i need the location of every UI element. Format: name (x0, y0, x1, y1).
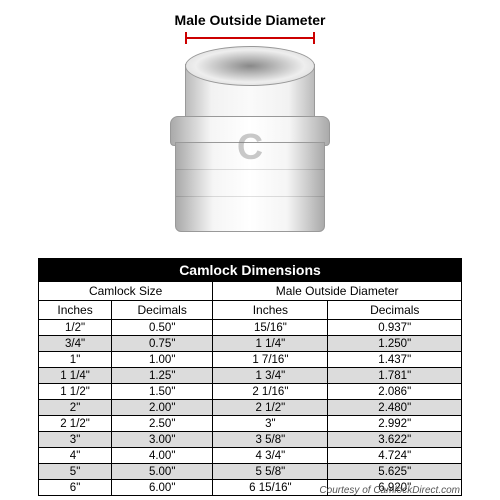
measurement-line (185, 32, 315, 44)
table-cell: 1.437" (328, 352, 462, 368)
table-cell: 3.00" (112, 432, 213, 448)
table-cell: 1 1/2" (39, 384, 112, 400)
table-cell: 4 3/4" (213, 448, 328, 464)
dimensions-table: Camlock Dimensions Camlock Size Male Out… (38, 258, 462, 496)
table-cell: 2 1/2" (39, 416, 112, 432)
sub-header: Decimals (112, 301, 213, 320)
table-cell: 1 3/4" (213, 368, 328, 384)
table-row: 1 1/2"1.50"2 1/16"2.086" (39, 384, 462, 400)
camlock-fitting-illustration: C (160, 46, 340, 236)
watermark-icon: C (160, 126, 340, 168)
table-cell: 4.00" (112, 448, 213, 464)
table-cell: 4" (39, 448, 112, 464)
table-cell: 6 15/16" (213, 480, 328, 496)
credit-text: Courtesy of CamlockDirect.com (319, 485, 460, 496)
table-sub-header-row: Inches Decimals Inches Decimals (39, 301, 462, 320)
table-cell: 2.086" (328, 384, 462, 400)
table-cell: 1.781" (328, 368, 462, 384)
table-cell: 3.622" (328, 432, 462, 448)
table-cell: 3/4" (39, 336, 112, 352)
table-cell: 4.724" (328, 448, 462, 464)
table-cell: 0.75" (112, 336, 213, 352)
table-cell: 1 1/4" (39, 368, 112, 384)
table-cell: 2.480" (328, 400, 462, 416)
table-cell: 0.50" (112, 320, 213, 336)
table-cell: 1/2" (39, 320, 112, 336)
sub-header: Inches (213, 301, 328, 320)
table-title: Camlock Dimensions (39, 259, 462, 282)
table-row: 3/4"0.75"1 1/4"1.250" (39, 336, 462, 352)
group-header-size: Camlock Size (39, 282, 213, 301)
table-row: 1/2"0.50"15/16"0.937" (39, 320, 462, 336)
table-cell: 5.625" (328, 464, 462, 480)
table-cell: 1.250" (328, 336, 462, 352)
table-cell: 1 1/4" (213, 336, 328, 352)
table-row: 1"1.00"1 7/16"1.437" (39, 352, 462, 368)
table-cell: 6.00" (112, 480, 213, 496)
table-row: 2"2.00"2 1/2"2.480" (39, 400, 462, 416)
table-title-row: Camlock Dimensions (39, 259, 462, 282)
sub-header: Decimals (328, 301, 462, 320)
table-cell: 0.937" (328, 320, 462, 336)
table-cell: 1.25" (112, 368, 213, 384)
diagram-area: Male Outside Diameter C (0, 0, 500, 255)
table-cell: 2 1/2" (213, 400, 328, 416)
group-header-od: Male Outside Diameter (213, 282, 462, 301)
table-cell: 2 1/16" (213, 384, 328, 400)
table-cell: 2.00" (112, 400, 213, 416)
table-cell: 6" (39, 480, 112, 496)
table-cell: 2" (39, 400, 112, 416)
table-cell: 5 5/8" (213, 464, 328, 480)
table-group-header-row: Camlock Size Male Outside Diameter (39, 282, 462, 301)
sub-header: Inches (39, 301, 112, 320)
table-cell: 1 7/16" (213, 352, 328, 368)
table-row: 2 1/2"2.50"3"2.992" (39, 416, 462, 432)
table-cell: 1.00" (112, 352, 213, 368)
table-cell: 15/16" (213, 320, 328, 336)
table-cell: 3 5/8" (213, 432, 328, 448)
dimensions-table-wrap: Camlock Dimensions Camlock Size Male Out… (38, 258, 462, 496)
table-body: 1/2"0.50"15/16"0.937"3/4"0.75"1 1/4"1.25… (39, 320, 462, 496)
table-cell: 2.992" (328, 416, 462, 432)
table-row: 1 1/4"1.25"1 3/4"1.781" (39, 368, 462, 384)
table-row: 5"5.00"5 5/8"5.625" (39, 464, 462, 480)
table-row: 4"4.00"4 3/4"4.724" (39, 448, 462, 464)
table-row: 3"3.00"3 5/8"3.622" (39, 432, 462, 448)
table-cell: 5.00" (112, 464, 213, 480)
table-cell: 1.50" (112, 384, 213, 400)
dimension-label: Male Outside Diameter (175, 12, 326, 28)
table-cell: 2.50" (112, 416, 213, 432)
table-cell: 3" (213, 416, 328, 432)
table-cell: 5" (39, 464, 112, 480)
table-cell: 1" (39, 352, 112, 368)
table-cell: 3" (39, 432, 112, 448)
